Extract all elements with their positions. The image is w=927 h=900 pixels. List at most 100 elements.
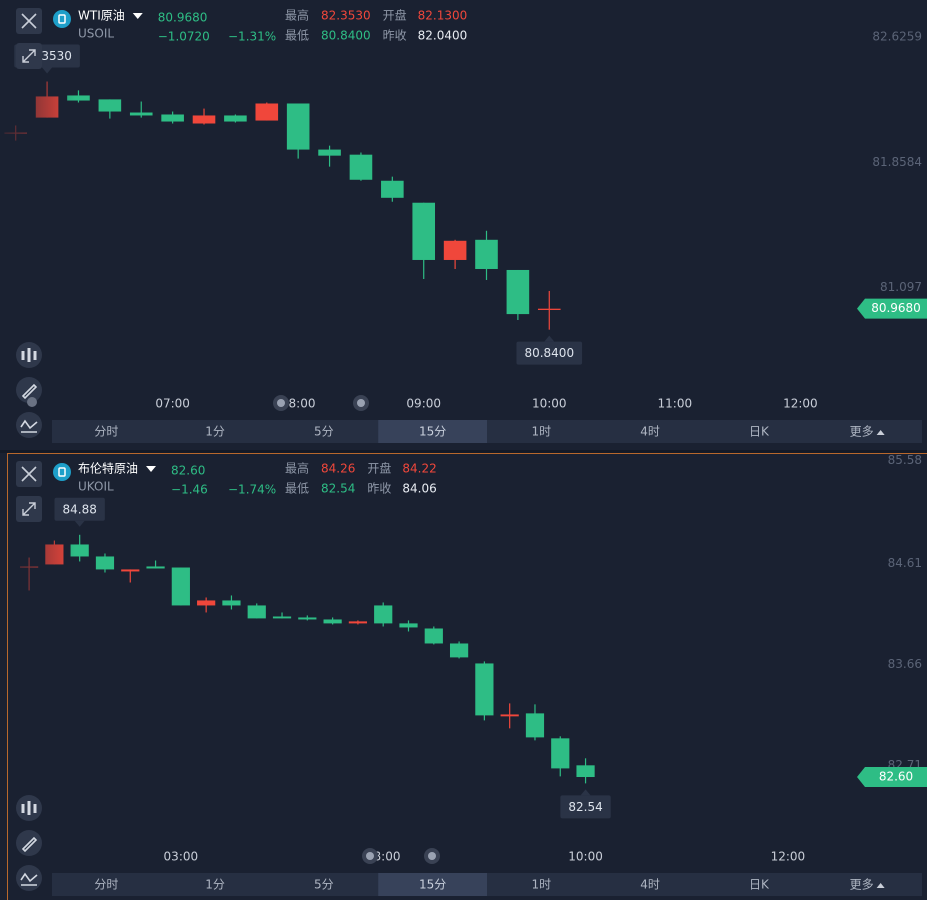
stat-label: 昨收 — [367, 482, 391, 496]
candle-body — [222, 600, 241, 606]
candle-body — [551, 738, 570, 769]
candle-body — [348, 621, 368, 624]
timeframe-tab[interactable]: 4时 — [640, 878, 660, 892]
more-arrow — [876, 883, 885, 888]
candle-body — [171, 567, 190, 606]
timeframe-tab[interactable]: 5分 — [314, 878, 334, 892]
candle-body — [537, 308, 561, 310]
candle-body — [224, 115, 247, 122]
annotation-label: 82.54 — [568, 800, 602, 814]
stat-value: 84.22 — [402, 462, 436, 476]
dropdown-arrow[interactable] — [146, 466, 157, 472]
y-tick-label: 81.097 — [880, 280, 922, 294]
stat-label: 最高 — [285, 461, 309, 476]
candle-body — [318, 149, 341, 156]
price-change-pct: −1.74% — [228, 483, 276, 497]
candle-body — [449, 643, 469, 658]
annotation-box — [560, 795, 611, 819]
stat-value: 84.26 — [321, 462, 355, 476]
event-dot — [277, 399, 285, 407]
candle-body — [67, 95, 90, 101]
x-tick-label: 10:00 — [532, 397, 567, 411]
price-annotation: 84.88 — [54, 497, 105, 527]
y-tick-label: 82.6259 — [872, 29, 922, 43]
timeframe-tab[interactable]: 日K — [749, 425, 770, 439]
annotation-label: 84.88 — [62, 502, 96, 516]
timeframe-tab[interactable]: 分时 — [94, 425, 118, 439]
tool-icon — [20, 872, 38, 886]
tool-button[interactable] — [16, 865, 42, 891]
last-price-tag — [857, 298, 927, 319]
candle-body — [475, 239, 498, 269]
y-tick-label: 83.66 — [888, 657, 922, 671]
symbol-icon-mark — [58, 467, 66, 477]
wti-panel: 82.6259 81.8584 81.097 82.3530 80.8400 80.968… — [0, 0, 927, 443]
symbol-icon — [53, 10, 71, 28]
timeframe-tab[interactable]: 1分 — [205, 878, 225, 892]
tool-button[interactable] — [16, 412, 42, 438]
timeframe-tab[interactable]: 更多 — [850, 425, 874, 439]
price-change: −1.0720 — [158, 30, 210, 44]
candle-body — [255, 103, 279, 121]
timeframe-tab[interactable]: 4时 — [640, 425, 660, 439]
last-price-label: 82.60 — [879, 770, 913, 784]
stat-value: 84.06 — [402, 482, 436, 496]
instrument-name[interactable]: 布伦特原油 — [78, 461, 138, 476]
timeframe-tab[interactable]: 1分 — [205, 425, 225, 439]
price-change: −1.46 — [171, 483, 208, 497]
annotation-arrow — [74, 520, 85, 527]
timeframe-active — [378, 873, 487, 896]
timeframe-tab[interactable]: 分时 — [94, 878, 118, 892]
candle-body — [412, 202, 436, 260]
x-tick-label: 07:00 — [155, 397, 190, 411]
x-tick-label: 12:00 — [771, 850, 806, 864]
candle-body — [500, 714, 519, 717]
timeframe-tab[interactable]: 日K — [749, 878, 770, 892]
candle-body — [525, 713, 545, 738]
timeframe-tab[interactable]: 15分 — [419, 425, 446, 439]
candle-body — [121, 569, 140, 572]
expand-icon — [22, 49, 36, 63]
stat-value: 82.54 — [321, 482, 355, 496]
candle-body — [98, 99, 122, 112]
candle-body — [298, 617, 317, 620]
dropdown-arrow[interactable] — [132, 13, 143, 19]
candle-body — [70, 544, 89, 557]
event-dot — [428, 852, 436, 860]
timeframe-tab[interactable]: 更多 — [850, 878, 874, 892]
candle-body — [576, 765, 595, 778]
stat-value: 82.3530 — [321, 9, 371, 23]
price-annotation: 82.54 — [560, 789, 611, 819]
instrument-name[interactable]: WTI原油 — [78, 9, 125, 23]
separator — [0, 450, 927, 453]
stat-label: 最高 — [285, 8, 309, 23]
timeframe-tab[interactable]: 1时 — [532, 425, 552, 439]
candle-body — [399, 623, 418, 628]
tool-icon — [21, 801, 37, 815]
brent-panel[interactable]: 85.5884.6183.6682.7184.8882.5482.6003:00… — [0, 453, 927, 900]
annotation-box — [54, 497, 105, 521]
y-tick-label: 81.8584 — [872, 155, 922, 169]
tool-icon — [20, 419, 38, 433]
candle-body — [129, 112, 153, 116]
price-change-pct: −1.31% — [228, 30, 276, 44]
close-icon — [21, 13, 37, 29]
tool-icon — [21, 383, 38, 400]
candle-body — [197, 600, 216, 606]
candle-body — [506, 269, 530, 315]
timeframe-tab[interactable]: 5分 — [314, 425, 334, 439]
tool-dot — [27, 397, 37, 407]
more-arrow — [876, 430, 885, 435]
symbol-icon — [53, 463, 71, 481]
current-price: 80.9680 — [158, 11, 208, 25]
x-tick-label: 11:00 — [658, 397, 693, 411]
candle-body — [374, 605, 393, 624]
candle-body — [424, 628, 443, 644]
stat-label: 开盘 — [367, 461, 391, 476]
candle-body — [286, 103, 310, 150]
instrument-symbol: UKOIL — [78, 480, 114, 494]
timeframe-tab[interactable]: 15分 — [419, 878, 446, 892]
x-tick-label: 03:00 — [164, 850, 199, 864]
timeframe-tab[interactable]: 1时 — [532, 878, 552, 892]
